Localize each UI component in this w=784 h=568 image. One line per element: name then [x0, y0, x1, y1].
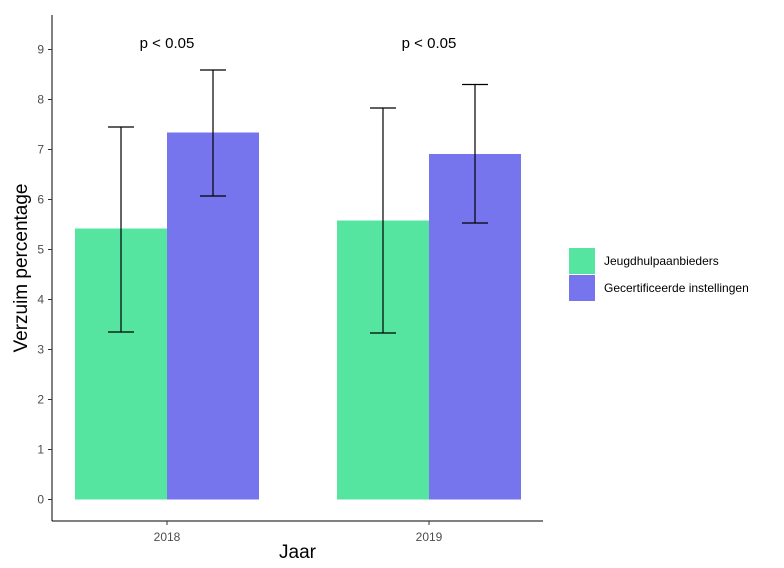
significance-annotation: p < 0.05	[402, 35, 457, 52]
legend-item: Gecertificeerde instellingen	[569, 275, 749, 301]
x-ticks-layer: 2018 2019	[154, 521, 443, 544]
x-tick-label: 2018	[154, 530, 181, 544]
error-bar	[462, 83, 488, 224]
y-tick-label: 7	[37, 143, 44, 157]
bars-layer	[75, 132, 521, 500]
error-bar	[108, 126, 134, 333]
legend-key	[569, 275, 595, 301]
errorbar-layer	[108, 69, 488, 334]
y-ticks-layer: 0 1 2 3 4 5 6 7 8 9	[37, 43, 52, 507]
legend-key	[569, 248, 595, 274]
significance-annotation: p < 0.05	[140, 35, 195, 52]
error-bar	[370, 107, 396, 334]
error-bar	[200, 69, 226, 197]
y-tick-label: 3	[37, 343, 44, 357]
x-tick-label: 2019	[416, 530, 443, 544]
y-tick-label: 0	[37, 493, 44, 507]
y-tick-label: 8	[37, 93, 44, 107]
annotation-layer: p < 0.05 p < 0.05	[140, 35, 457, 52]
y-axis-title: Verzuim percentage	[11, 184, 32, 353]
legend-item: Jeugdhulpaanbieders	[569, 248, 719, 274]
y-tick-label: 2	[37, 393, 44, 407]
y-tick-label: 1	[37, 443, 44, 457]
y-tick-label: 4	[37, 293, 44, 307]
y-tick-label: 5	[37, 243, 44, 257]
x-axis-title: Jaar	[279, 542, 317, 563]
legend-label: Gecertificeerde instellingen	[604, 281, 749, 295]
y-tick-label: 6	[37, 193, 44, 207]
legend: Jeugdhulpaanbieders Gecertificeerde inste…	[569, 248, 749, 301]
legend-label: Jeugdhulpaanbieders	[604, 254, 719, 268]
y-tick-label: 9	[37, 43, 44, 57]
